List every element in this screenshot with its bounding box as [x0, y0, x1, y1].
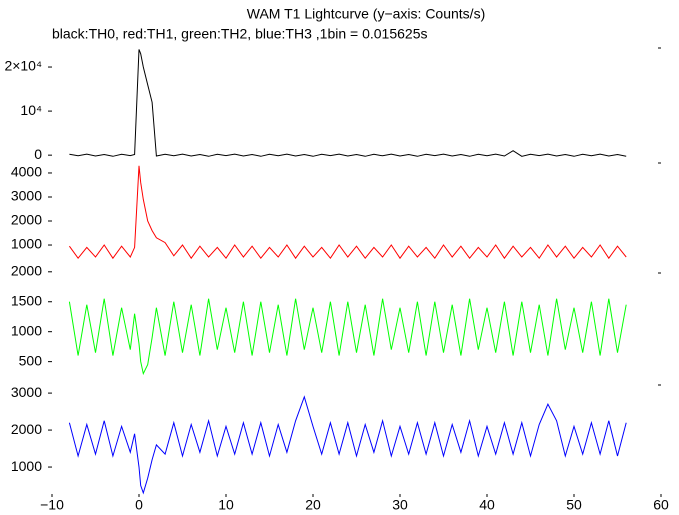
y-tick-label: 1000	[11, 236, 42, 252]
y-tick-label: 3000	[11, 384, 42, 400]
x-tick-label: 40	[479, 497, 495, 513]
x-tick-label: 0	[135, 497, 143, 513]
y-tick-label: 2×10⁴	[4, 58, 42, 74]
series-line	[68, 395, 627, 495]
x-tick-label: 30	[392, 497, 408, 513]
series-line	[68, 298, 627, 376]
x-tick-label: −10	[40, 497, 64, 513]
x-tick-label: 20	[305, 497, 321, 513]
y-tick-label: 0	[34, 146, 42, 162]
chart-title: WAM T1 Lightcurve (y−axis: Counts/s)	[247, 6, 485, 22]
series-line	[69, 49, 627, 157]
x-tick-label: 50	[566, 497, 582, 513]
chart-subtitle: black:TH0, red:TH1, green:TH2, blue:TH3 …	[52, 26, 427, 42]
y-tick-label: 4000	[11, 164, 42, 180]
y-tick-label: 1000	[11, 458, 42, 474]
x-tick-label: 10	[218, 497, 234, 513]
y-tick-label: 1500	[11, 292, 42, 308]
y-tick-label: 2000	[11, 212, 42, 228]
y-tick-label: 1000	[11, 322, 42, 338]
y-tick-label: 10⁴	[20, 102, 42, 118]
x-tick-label: 60	[653, 497, 669, 513]
y-tick-label: 3000	[11, 188, 42, 204]
series-line	[68, 165, 627, 260]
y-tick-label: 500	[19, 352, 43, 368]
y-tick-label: 2000	[11, 262, 42, 278]
y-tick-label: 2000	[11, 421, 42, 437]
